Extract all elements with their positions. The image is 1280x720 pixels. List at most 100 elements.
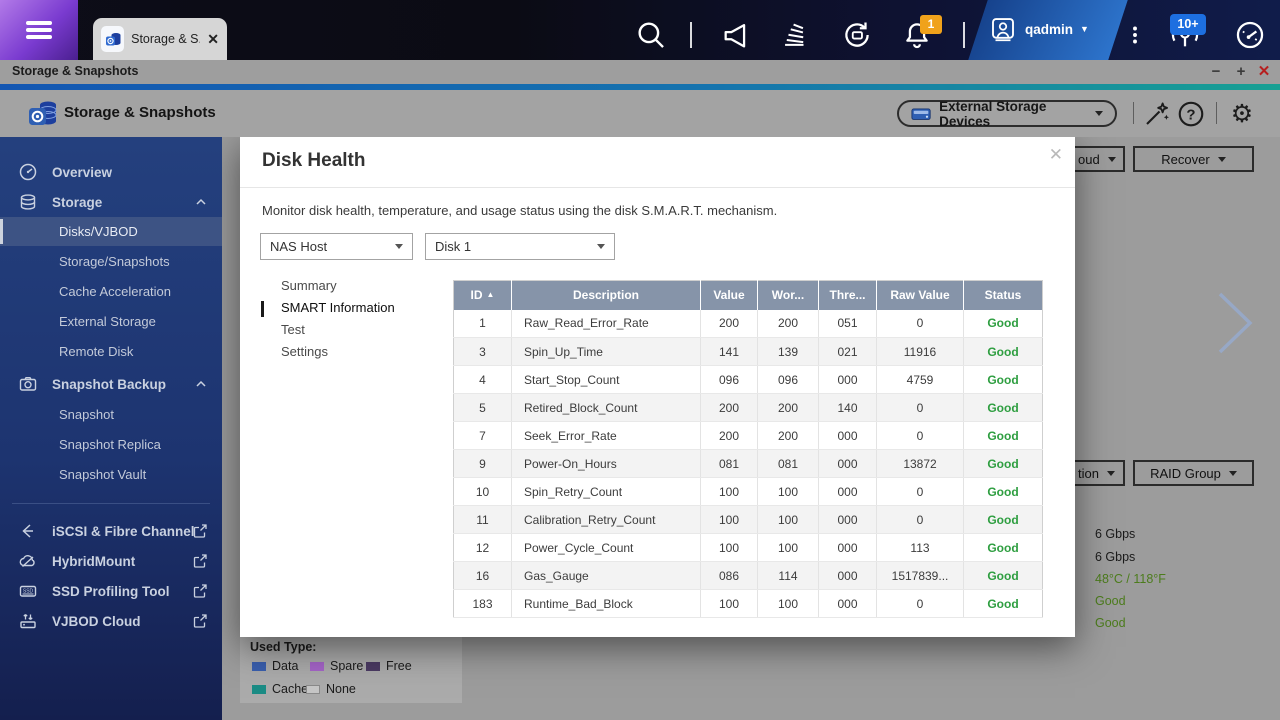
smart-cell: Runtime_Bad_Block — [511, 589, 701, 618]
nas-host-dropdown[interactable]: NAS Host — [260, 233, 413, 260]
smart-col-header[interactable]: Raw Value — [876, 280, 964, 310]
svg-text:SSD: SSD — [23, 589, 34, 595]
disk-health-value: Good — [1095, 616, 1126, 630]
smart-cell: 1 — [453, 309, 512, 338]
minimize-button[interactable]: − — [1211, 63, 1221, 80]
maximize-button[interactable]: + — [1236, 63, 1246, 80]
sidebar-item-hybridmount[interactable]: HybridMount — [0, 546, 222, 576]
smart-attribute-row[interactable]: 10 Spin_Retry_Count 100 100 000 0 Good — [453, 477, 1043, 506]
smart-assistant-wand-icon[interactable] — [1142, 99, 1172, 129]
storage-app-icon — [101, 26, 125, 52]
vjbod-cloud-button-partial[interactable]: oud — [1075, 146, 1125, 172]
smart-attribute-row[interactable]: 183 Runtime_Bad_Block 100 100 000 0 Good — [453, 589, 1043, 618]
dialog-tab-settings[interactable]: Settings — [281, 344, 328, 359]
dialog-tab-summary[interactable]: Summary — [281, 278, 337, 293]
smart-cell: 11916 — [876, 337, 964, 366]
smart-col-header[interactable]: Value — [700, 280, 758, 310]
free-swatch — [366, 661, 380, 671]
smart-attribute-row[interactable]: 9 Power-On_Hours 081 081 000 13872 Good — [453, 449, 1043, 478]
sidebar-item-storage-snapshots[interactable]: Storage/Snapshots — [59, 253, 170, 269]
smart-col-header[interactable]: Status — [963, 280, 1043, 310]
smart-attribute-row[interactable]: 1 Raw_Read_Error_Rate 200 200 051 0 Good — [453, 309, 1043, 338]
smart-col-header[interactable]: ID ▲ — [453, 280, 512, 310]
smart-cell: 000 — [818, 365, 877, 394]
disk-status-value: Good — [1095, 594, 1126, 608]
sidebar-group-snapshot-backup[interactable]: Snapshot Backup — [0, 369, 222, 399]
dialog-tab-test[interactable]: Test — [281, 322, 305, 337]
sidebar-item-disks-vjbod[interactable]: Disks/VJBOD — [0, 217, 222, 246]
smart-cell: Power-On_Hours — [511, 449, 701, 478]
smart-cell: 000 — [818, 477, 877, 506]
window-close-button[interactable]: ✕ — [1257, 63, 1271, 80]
sidebar-item-vjbod-cloud[interactable]: VJBOD Cloud — [0, 606, 222, 636]
announcement-icon[interactable] — [720, 18, 754, 52]
more-options-icon[interactable] — [1122, 18, 1148, 52]
smart-cell: 096 — [700, 365, 758, 394]
smart-cell: 100 — [757, 533, 819, 562]
smart-cell: 000 — [818, 533, 877, 562]
sidebar-item-iscsi-fibre-channel[interactable]: iSCSI & Fibre Channel — [0, 516, 222, 546]
dialog-description: Monitor disk health, temperature, and us… — [262, 203, 778, 218]
legend-item-data: Data — [252, 659, 298, 673]
status-cell: Good — [963, 365, 1043, 394]
status-cell: Good — [963, 533, 1043, 562]
dialog-tab-smart-information[interactable]: SMART Information — [281, 300, 395, 315]
help-icon[interactable]: ? — [1176, 99, 1206, 129]
svg-text:?: ? — [1186, 107, 1195, 124]
background-tasks-icon[interactable] — [840, 18, 874, 52]
smart-col-header[interactable]: Thre... — [818, 280, 877, 310]
carousel-next-icon[interactable] — [1212, 288, 1258, 358]
device-selector-dropdown[interactable]: External Storage Devices — [897, 98, 1117, 129]
sidebar-item-snapshot-vault[interactable]: Snapshot Vault — [59, 466, 147, 482]
smart-cell: 000 — [818, 589, 877, 618]
smart-cell: Retired_Block_Count — [511, 393, 701, 422]
dialog-divider — [240, 187, 1075, 188]
status-cell: Good — [963, 505, 1043, 534]
smart-cell: Calibration_Retry_Count — [511, 505, 701, 534]
smart-attribute-row[interactable]: 7 Seek_Error_Rate 200 200 000 0 Good — [453, 421, 1043, 450]
dialog-close-icon[interactable]: ✕ — [1048, 145, 1063, 164]
smart-attribute-row[interactable]: 16 Gas_Gauge 086 114 000 1517839... Good — [453, 561, 1043, 590]
external-link-icon — [193, 554, 207, 568]
app-tab-storage-snapshots[interactable]: Storage & S... ✕ — [93, 18, 227, 60]
settings-gear-icon[interactable]: ⚙ — [1230, 100, 1254, 128]
smart-attribute-row[interactable]: 3 Spin_Up_Time 141 139 021 11916 Good — [453, 337, 1043, 366]
spare-swatch — [310, 661, 324, 671]
main-menu-button[interactable] — [0, 0, 78, 60]
external-link-icon — [193, 614, 207, 628]
sidebar-item-snapshot[interactable]: Snapshot — [59, 406, 114, 422]
sidebar-item-external-storage[interactable]: External Storage — [59, 313, 156, 329]
device-selector-label: External Storage Devices — [939, 98, 1047, 129]
raid-group-button[interactable]: RAID Group — [1133, 460, 1254, 486]
smart-cell: 200 — [757, 309, 819, 338]
topbar-divider — [690, 22, 692, 48]
sidebar-nav: Overview Storage Disks/VJBOD Storage/Sna… — [0, 137, 222, 720]
smart-attribute-row[interactable]: 5 Retired_Block_Count 200 200 140 0 Good — [453, 393, 1043, 422]
disk-dropdown[interactable]: Disk 1 — [425, 233, 615, 260]
sidebar-item-snapshot-replica[interactable]: Snapshot Replica — [59, 436, 161, 452]
sidebar-item-ssd-profiling-tool[interactable]: SSD SSD Profiling Tool — [0, 576, 222, 606]
action-button-partial[interactable]: tion — [1075, 460, 1125, 486]
search-icon[interactable] — [634, 18, 668, 52]
resource-monitor-icon[interactable] — [1233, 18, 1267, 52]
smart-cell: 0 — [876, 309, 964, 338]
sidebar-item-cache-acceleration[interactable]: Cache Acceleration — [59, 283, 172, 299]
recover-button[interactable]: Recover — [1133, 146, 1254, 172]
legend-item-cache: Cache — [252, 682, 308, 696]
chevron-down-icon — [1217, 156, 1226, 162]
smart-attribute-row[interactable]: 11 Calibration_Retry_Count 100 100 000 0 Good — [453, 505, 1043, 534]
smart-cell: 3 — [453, 337, 512, 366]
tab-close-icon[interactable]: ✕ — [207, 30, 219, 47]
sidebar-item-remote-disk[interactable]: Remote Disk — [59, 343, 134, 359]
smart-attribute-row[interactable]: 12 Power_Cycle_Count 100 100 000 113 Good — [453, 533, 1043, 562]
sidebar-item-overview[interactable]: Overview — [0, 157, 222, 187]
sidebar-group-storage[interactable]: Storage — [0, 187, 222, 217]
smart-cell: 0 — [876, 421, 964, 450]
storage-icon — [20, 194, 36, 210]
smart-attribute-row[interactable]: 4 Start_Stop_Count 096 096 000 4759 Good — [453, 365, 1043, 394]
smart-col-header[interactable]: Description — [511, 280, 701, 310]
smart-cell: 113 — [876, 533, 964, 562]
event-log-icon[interactable] — [778, 18, 812, 52]
smart-col-header[interactable]: Wor... — [757, 280, 819, 310]
user-menu[interactable]: qadmin ▼ — [988, 14, 1089, 44]
